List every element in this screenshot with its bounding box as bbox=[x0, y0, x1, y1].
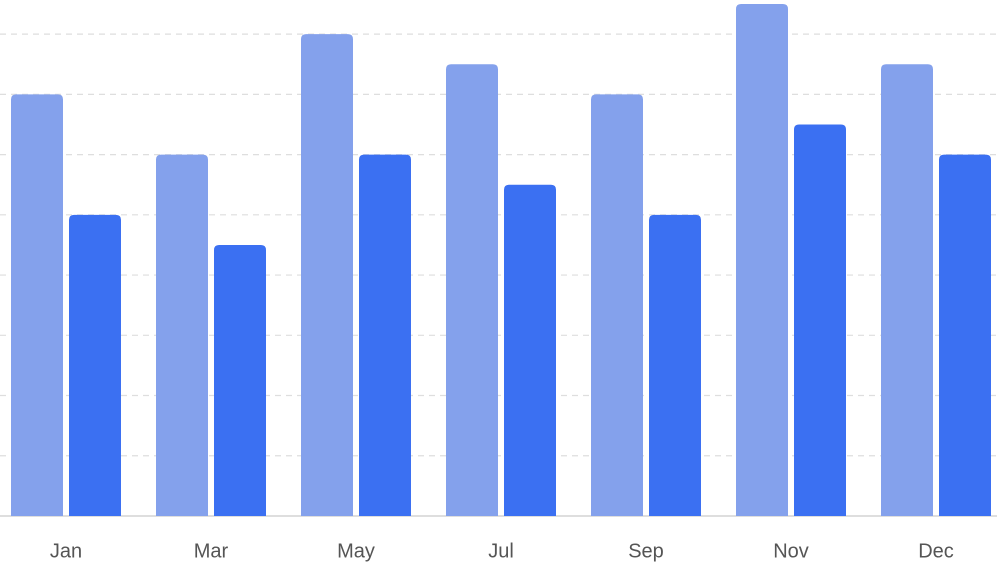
bar bbox=[359, 154, 411, 516]
x-tick-label: Jul bbox=[488, 540, 514, 562]
bar bbox=[69, 214, 121, 516]
x-tick-label: May bbox=[337, 540, 375, 562]
x-tick-label: Nov bbox=[773, 540, 809, 562]
bar bbox=[214, 244, 266, 517]
x-tick-label: Mar bbox=[194, 540, 229, 562]
bar bbox=[446, 64, 498, 516]
bar bbox=[591, 94, 643, 517]
x-tick-label: Sep bbox=[628, 540, 664, 562]
bar bbox=[794, 124, 846, 517]
bar bbox=[939, 154, 991, 516]
bar bbox=[11, 94, 63, 517]
bar bbox=[301, 34, 353, 516]
x-tick-label: Dec bbox=[918, 540, 954, 562]
bar bbox=[881, 64, 933, 516]
x-tick-label: Jan bbox=[50, 540, 82, 562]
bar bbox=[736, 4, 788, 516]
bar bbox=[504, 184, 556, 517]
bar bbox=[156, 154, 208, 516]
bar bbox=[649, 214, 701, 516]
